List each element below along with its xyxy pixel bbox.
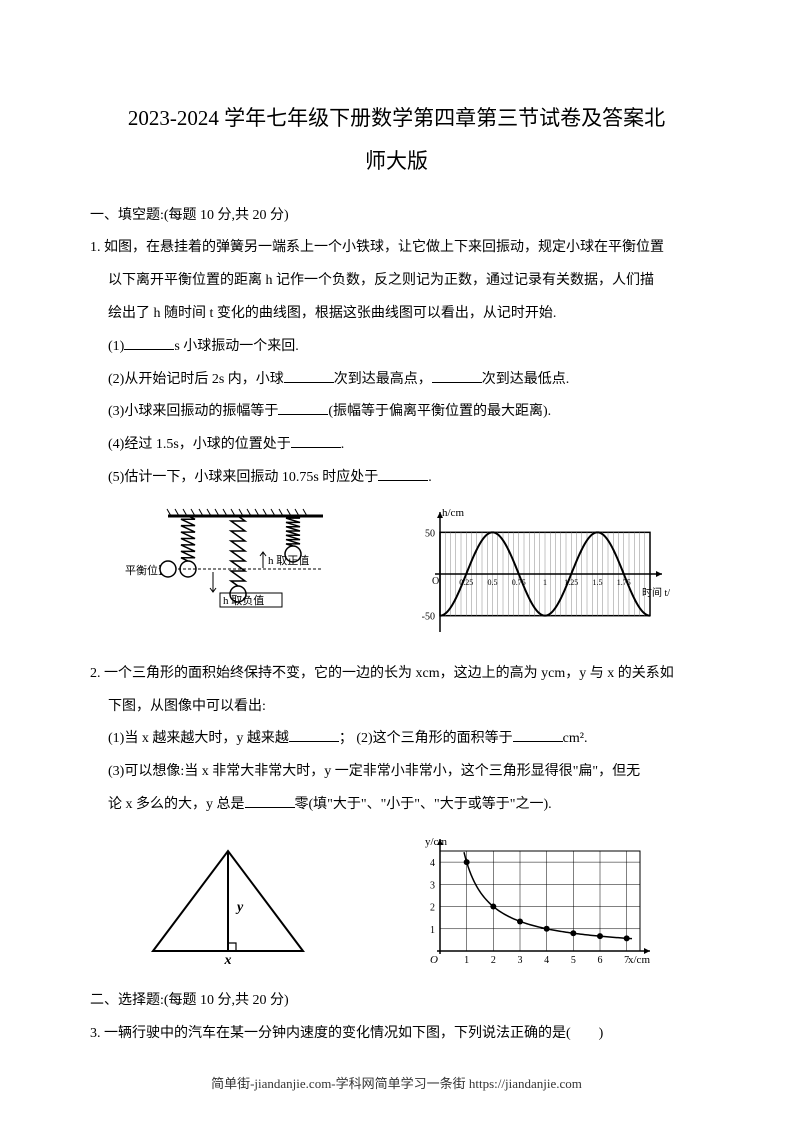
q3-stem: 3. 一辆行驶中的汽车在某一分钟内速度的变化情况如下图，下列说法正确的是( ) xyxy=(90,1019,703,1050)
spring-diagram: 平衡位置h 取正值h 取负值 xyxy=(123,504,343,644)
q1-sub2: (2)从开始记时后 2s 内，小球 次到达最高点， 次到达最低点. xyxy=(90,365,703,396)
svg-text:3: 3 xyxy=(517,955,522,966)
q1-sub5: (5)估计一下，小球来回振动 10.75s 时应处于. xyxy=(90,463,703,494)
blank xyxy=(432,369,482,383)
svg-text:h 取正值: h 取正值 xyxy=(268,554,309,567)
svg-text:-50: -50 xyxy=(421,611,434,622)
blank xyxy=(245,794,295,808)
q1-sub3: (3)小球来回振动的振幅等于 (振幅等于偏离平衡位置的最大距离). xyxy=(90,397,703,428)
q2-sub1-suffix: cm². xyxy=(563,731,588,746)
hyperbola-chart: 12345671234Oy/cmx/cm xyxy=(410,831,660,971)
page-subtitle: 师大版 xyxy=(90,143,703,181)
q2-sub1: (1)当 x 越来越大时，y 越来越 ； (2)这个三角形的面积等于 cm². xyxy=(90,724,703,755)
q2-stem-2: 下图，从图像中可以看出: xyxy=(90,692,703,723)
q1-sub1-suffix: s 小球振动一个来回. xyxy=(174,339,298,354)
q1-sub4: (4)经过 1.5s，小球的位置处于. xyxy=(90,430,703,461)
blank xyxy=(513,728,563,742)
q2-sub1-mid: ； (2)这个三角形的面积等于 xyxy=(339,731,513,746)
svg-text:O: O xyxy=(432,576,439,587)
q1-sub2-mid: 次到达最高点， xyxy=(334,372,432,387)
svg-text:1: 1 xyxy=(464,955,469,966)
q1-sub4-suffix: . xyxy=(341,437,345,452)
q1-sub3-suffix: (振幅等于偏离平衡位置的最大距离). xyxy=(328,404,551,419)
svg-text:y/cm: y/cm xyxy=(425,836,447,848)
svg-text:3: 3 xyxy=(430,880,435,891)
q2-sub3-l2-suffix: 零(填"大于"、"小于"、"大于或等于"之一). xyxy=(295,797,552,812)
q1-sub1-prefix: (1) xyxy=(108,339,124,354)
q1-sub5-suffix: . xyxy=(428,470,432,485)
blank xyxy=(289,728,339,742)
q1-sub2-suffix: 次到达最低点. xyxy=(482,372,570,387)
q2-sub3-l2-prefix: 论 x 多么的大，y 总是 xyxy=(108,797,245,812)
q1-figures: 平衡位置h 取正值h 取负值 -5050O0.250.50.7511.251.5… xyxy=(90,504,703,644)
q2-figures: xy 12345671234Oy/cmx/cm xyxy=(90,831,703,971)
svg-text:5: 5 xyxy=(571,955,576,966)
svg-text:1: 1 xyxy=(543,578,547,587)
svg-text:时间 t/s: 时间 t/s xyxy=(642,586,670,599)
svg-text:x: x xyxy=(224,953,232,966)
q1-stem-3: 绘出了 h 随时间 t 变化的曲线图，根据这张曲线图可以看出，从记时开始. xyxy=(90,299,703,330)
q1-stem-1: 1. 如图，在悬挂着的弹簧另一端系上一个小铁球，让它做上下来回振动，规定小球在平… xyxy=(90,233,703,264)
q1-sub2-prefix: (2)从开始记时后 2s 内，小球 xyxy=(108,372,284,387)
svg-text:1.5: 1.5 xyxy=(592,578,602,587)
svg-text:4: 4 xyxy=(544,955,549,966)
svg-text:y: y xyxy=(235,900,244,915)
svg-text:50: 50 xyxy=(425,528,435,539)
q1-stem-2: 以下离开平衡位置的距离 h 记作一个负数，反之则记为正数，通过记录有关数据，人们… xyxy=(90,266,703,297)
q2-sub3: (3)可以想像:当 x 非常大非常大时，y 一定非常小非常小，这个三角形显得很"… xyxy=(90,757,703,788)
svg-text:h 取负值: h 取负值 xyxy=(223,593,264,607)
q2-sub3-line2: 论 x 多么的大，y 总是 零(填"大于"、"小于"、"大于或等于"之一). xyxy=(90,790,703,821)
svg-text:4: 4 xyxy=(430,858,435,869)
blank xyxy=(284,369,334,383)
page-footer: 简单街-jiandanjie.com-学科网简单学习一条街 https://ji… xyxy=(0,1073,793,1092)
q2-stem-1: 2. 一个三角形的面积始终保持不变，它的一边的长为 xcm，这边上的高为 ycm… xyxy=(90,659,703,690)
svg-text:0.5: 0.5 xyxy=(487,578,497,587)
q1-sub3-prefix: (3)小球来回振动的振幅等于 xyxy=(108,404,278,419)
svg-text:2: 2 xyxy=(430,902,435,913)
section-2-header: 二、选择题:(每题 10 分,共 20 分) xyxy=(90,986,703,1017)
q1-sub5-prefix: (5)估计一下，小球来回振动 10.75s 时应处于 xyxy=(108,470,378,485)
svg-text:x/cm: x/cm xyxy=(628,954,650,966)
blank xyxy=(378,467,428,481)
q1-sub1: (1) s 小球振动一个来回. xyxy=(90,332,703,363)
q2-sub1-prefix: (1)当 x 越来越大时，y 越来越 xyxy=(108,731,289,746)
triangle-diagram: xy xyxy=(133,836,323,966)
svg-text:O: O xyxy=(430,954,438,966)
blank xyxy=(124,336,174,350)
svg-text:h/cm: h/cm xyxy=(442,507,464,519)
svg-text:6: 6 xyxy=(597,955,602,966)
section-1-header: 一、填空题:(每题 10 分,共 20 分) xyxy=(90,201,703,232)
svg-text:2: 2 xyxy=(491,955,496,966)
blank xyxy=(291,434,341,448)
blank xyxy=(278,401,328,415)
page-title: 2023-2024 学年七年级下册数学第四章第三节试卷及答案北 xyxy=(90,100,703,138)
wave-chart: -5050O0.250.50.7511.251.51.75h/cm时间 t/s xyxy=(410,504,670,644)
q1-sub4-prefix: (4)经过 1.5s，小球的位置处于 xyxy=(108,437,291,452)
svg-text:1: 1 xyxy=(430,925,435,936)
